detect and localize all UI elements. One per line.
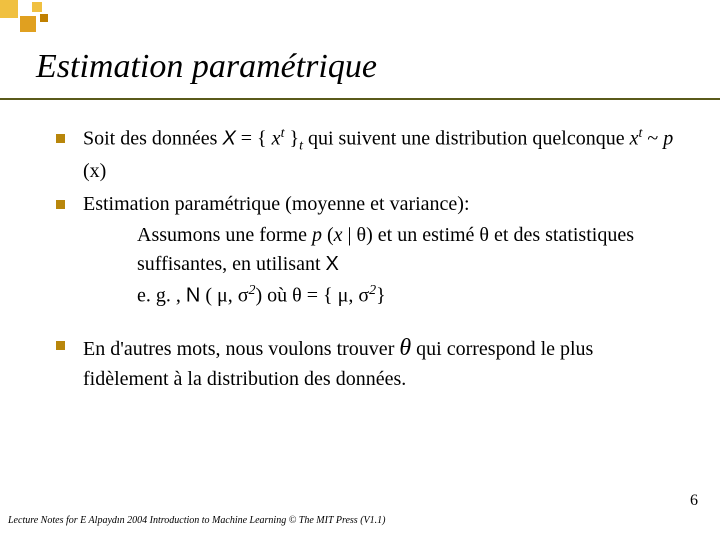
deco-square [40,14,48,22]
bullet-text: Soit des données X = { xt }t qui suivent… [83,124,680,186]
bullet-text: Estimation paramétrique (moyenne et vari… [83,190,680,313]
bullet-marker [56,341,65,350]
slide-body: Soit des données X = { xt }t qui suivent… [0,100,720,394]
bullet-subline: Assumons une forme p (x | θ) et un estim… [137,221,680,279]
bullet-marker [56,200,65,209]
bullet-item: Soit des données X = { xt }t qui suivent… [56,124,680,186]
deco-square [0,0,18,18]
bullet-item: Estimation paramétrique (moyenne et vari… [56,190,680,313]
bullet-item: En d'autres mots, nous voulons trouver θ… [56,331,680,395]
deco-square [20,16,36,32]
bullet-text: En d'autres mots, nous voulons trouver θ… [83,331,680,395]
footer-citation: Lecture Notes for E Alpaydın 2004 Introd… [8,515,385,526]
bullet-subline: e. g. , N ( μ, σ2) où θ = { μ, σ2} [137,281,680,311]
deco-square [18,0,32,14]
deco-square [32,2,42,12]
page-number: 6 [690,492,698,510]
corner-decoration [0,0,120,40]
bullet-marker [56,134,65,143]
deco-square [6,18,16,28]
